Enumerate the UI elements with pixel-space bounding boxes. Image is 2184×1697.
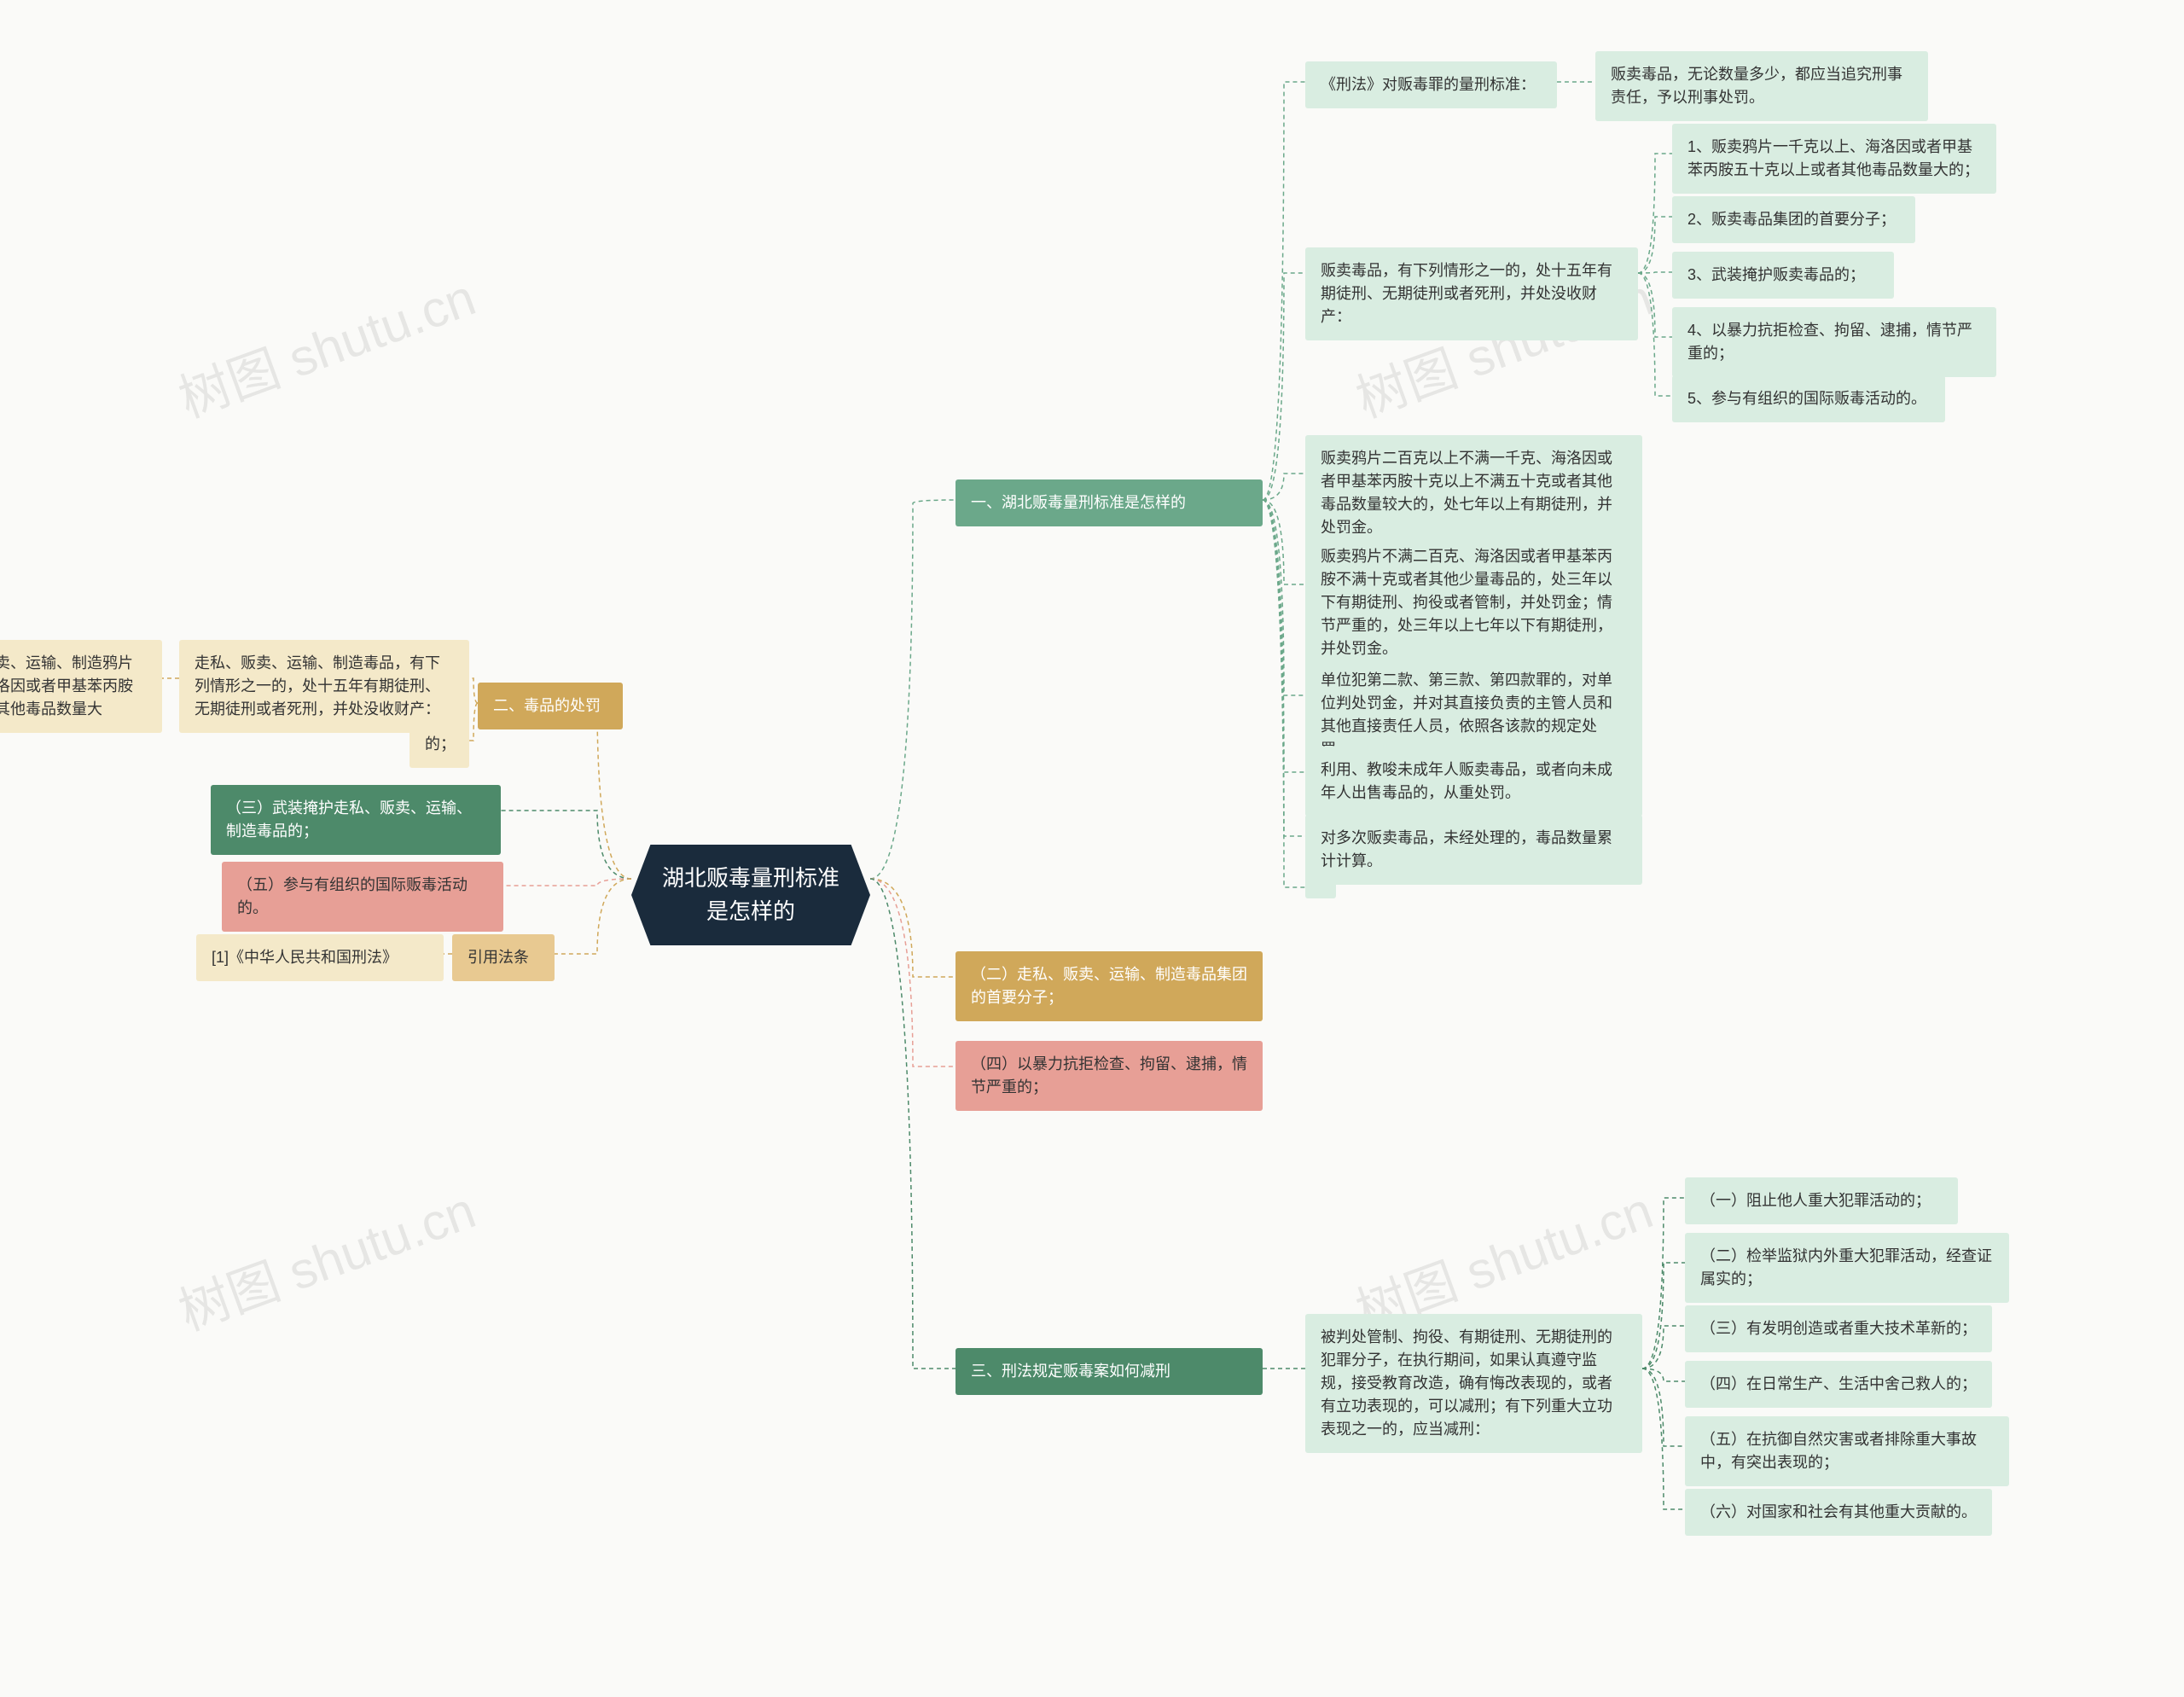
leaf-r4a1[interactable]: （一）阻止他人重大犯罪活动的；: [1685, 1177, 1958, 1224]
leaf-r1f[interactable]: 利用、教唆未成年人贩卖毒品，或者向未成年人出售毒品的，从重处罚。: [1305, 747, 1642, 817]
leaf-l1a1[interactable]: （一）走私、贩卖、运输、制造鸦片一千克以上、海洛因或者甲基苯丙胺五十克以上或者其…: [0, 640, 162, 733]
leaf-r1b5[interactable]: 5、参与有组织的国际贩毒活动的。: [1672, 375, 1945, 422]
leaf-r1a[interactable]: 《刑法》对贩毒罪的量刑标准：: [1305, 61, 1557, 108]
leaf-r4a[interactable]: 被判处管制、拘役、有期徒刑、无期徒刑的犯罪分子，在执行期间，如果认真遵守监规，接…: [1305, 1314, 1642, 1453]
leaf-r1a1[interactable]: 贩卖毒品，无论数量多少，都应当追究刑事责任，予以刑事处罚。: [1595, 51, 1928, 121]
branch-r3[interactable]: （四）以暴力抗拒检查、拘留、逮捕，情节严重的；: [956, 1041, 1263, 1111]
branch-l2[interactable]: （三）武装掩护走私、贩卖、运输、制造毒品的；: [211, 785, 501, 855]
branch-r2[interactable]: （二）走私、贩卖、运输、制造毒品集团的首要分子；: [956, 951, 1263, 1021]
leaf-r1d[interactable]: 贩卖鸦片不满二百克、海洛因或者甲基苯丙胺不满十克或者其他少量毒品的，处三年以下有…: [1305, 533, 1642, 672]
leaf-r1h[interactable]: [1305, 875, 1336, 898]
leaf-r4a6[interactable]: （六）对国家和社会有其他重大贡献的。: [1685, 1489, 1992, 1536]
leaf-r1b4[interactable]: 4、以暴力抗拒检查、拘留、逮捕，情节严重的；: [1672, 307, 1996, 377]
leaf-r1b3[interactable]: 3、武装掩护贩卖毒品的；: [1672, 252, 1894, 299]
leaf-r1b1[interactable]: 1、贩卖鸦片一千克以上、海洛因或者甲基苯丙胺五十克以上或者其他毒品数量大的；: [1672, 124, 1996, 194]
leaf-r4a2[interactable]: （二）检举监狱内外重大犯罪活动，经查证属实的；: [1685, 1233, 2009, 1303]
leaf-l1a[interactable]: 走私、贩卖、运输、制造毒品，有下列情形之一的，处十五年有期徒刑、无期徒刑或者死刑…: [179, 640, 469, 733]
root-node[interactable]: 湖北贩毒量刑标准是怎样的: [631, 845, 870, 945]
leaf-r4a5[interactable]: （五）在抗御自然灾害或者排除重大事故中，有突出表现的；: [1685, 1416, 2009, 1486]
branch-r4[interactable]: 三、刑法规定贩毒案如何减刑: [956, 1348, 1263, 1395]
branch-r1[interactable]: 一、湖北贩毒量刑标准是怎样的: [956, 479, 1263, 526]
leaf-r1b[interactable]: 贩卖毒品，有下列情形之一的，处十五年有期徒刑、无期徒刑或者死刑，并处没收财产：: [1305, 247, 1638, 340]
leaf-r4a3[interactable]: （三）有发明创造或者重大技术革新的；: [1685, 1305, 1992, 1352]
leaf-r4a4[interactable]: （四）在日常生产、生活中舍己救人的；: [1685, 1361, 1992, 1408]
branch-l1[interactable]: 二、毒品的处罚: [478, 683, 623, 729]
leaf-l1b[interactable]: 的；: [410, 721, 469, 768]
leaf-l4a[interactable]: [1]《中华人民共和国刑法》: [196, 934, 444, 981]
leaf-r1b2[interactable]: 2、贩卖毒品集团的首要分子；: [1672, 196, 1915, 243]
watermark: 树图 shutu.cn: [167, 1169, 484, 1345]
branch-l4[interactable]: 引用法条: [452, 934, 555, 981]
leaf-r1g[interactable]: 对多次贩卖毒品，未经处理的，毒品数量累计计算。: [1305, 815, 1642, 885]
watermark: 树图 shutu.cn: [167, 256, 484, 432]
branch-l3[interactable]: （五）参与有组织的国际贩毒活动的。: [222, 862, 503, 932]
